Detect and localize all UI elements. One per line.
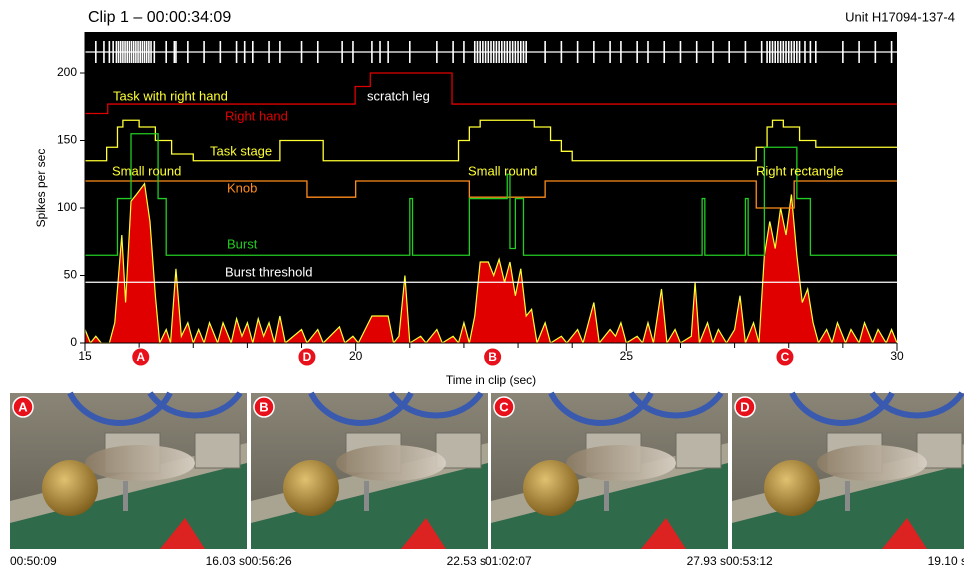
trace-label: Right hand [225, 108, 288, 123]
frame-letter: A [18, 399, 28, 414]
y-tick-label: 100 [57, 200, 77, 214]
knob-post [845, 481, 850, 511]
event-letter: B [488, 350, 497, 364]
y-tick-label: 50 [64, 268, 78, 282]
y-tick-label: 0 [70, 335, 77, 349]
frame-letter: B [259, 399, 268, 414]
round-knob [283, 460, 339, 516]
y-tick-label: 200 [57, 65, 77, 79]
x-tick-label: 15 [78, 349, 92, 363]
figure: Clip 1 – 00:00:34:09 Unit H17094-137-4 T… [0, 0, 964, 574]
event-letter: D [303, 350, 312, 364]
trace-label: Burst threshold [225, 264, 312, 279]
frame-time: 19.10 s [928, 554, 964, 568]
round-knob [764, 460, 820, 516]
frame-timecode: 00:53:12 [726, 554, 773, 568]
unit-label: Unit H17094-137-4 [845, 9, 955, 24]
video-frame: D [732, 393, 964, 549]
hand [336, 445, 446, 481]
trace-label: Task stage [210, 143, 272, 158]
hand [566, 445, 676, 481]
hand [85, 445, 195, 481]
frame-timecode: 00:56:26 [245, 554, 292, 568]
block [195, 433, 240, 468]
video-frame: C [491, 393, 728, 549]
video-frame: A [10, 393, 247, 549]
frame-timecode: 00:50:09 [10, 554, 57, 568]
frame-letter: D [740, 399, 749, 414]
frame-time: 16.03 s [206, 554, 245, 568]
hand [817, 445, 927, 481]
state-annotation: scratch leg [367, 88, 430, 103]
page: Clip 1 – 00:00:34:09 Unit H17094-137-4 T… [0, 0, 964, 574]
frame-time: 22.53 s [447, 554, 486, 568]
round-knob [42, 460, 98, 516]
y-tick-label: 150 [57, 133, 77, 147]
round-knob [523, 460, 579, 516]
trace-label: Burst [227, 236, 258, 251]
x-tick-label: 30 [890, 349, 904, 363]
x-tick-label: 20 [349, 349, 363, 363]
frame-timecode: 01:02:07 [485, 554, 532, 568]
knob-post [364, 481, 369, 511]
block [676, 433, 721, 468]
y-axis-title: Spikes per sec [34, 149, 48, 228]
trace-label: Knob [227, 180, 257, 195]
event-letter: A [136, 350, 145, 364]
knob-post [123, 481, 128, 511]
video-frame: B [251, 393, 488, 549]
frame-time: 27.93 s [687, 554, 726, 568]
frame-letter: C [499, 399, 509, 414]
event-letter: C [781, 350, 790, 364]
state-annotation: Small round [112, 163, 181, 178]
state-annotation: Right rectangle [756, 163, 843, 178]
knob-post [604, 481, 609, 511]
clip-title: Clip 1 – 00:00:34:09 [88, 9, 231, 26]
state-annotation: Task with right hand [113, 88, 228, 103]
state-annotation: Small round [468, 163, 537, 178]
x-axis-title: Time in clip (sec) [446, 373, 536, 387]
x-tick-label: 25 [620, 349, 634, 363]
